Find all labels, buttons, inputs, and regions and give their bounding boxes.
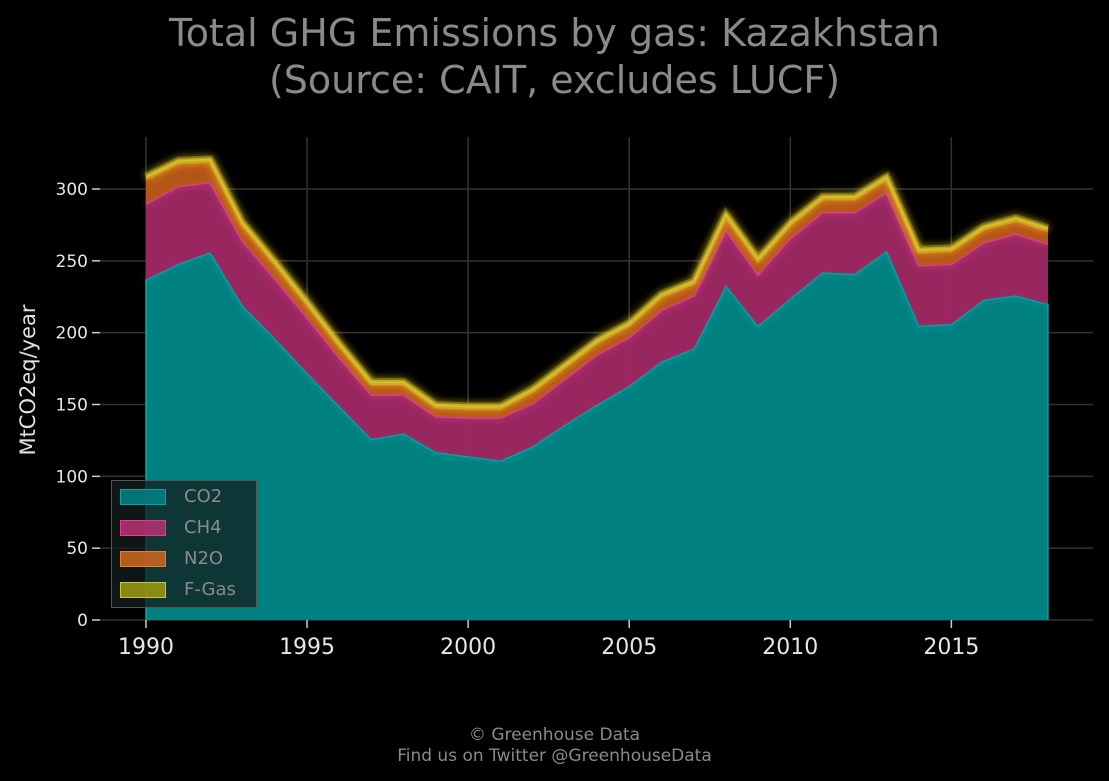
y-tick-label-100: 100: [56, 467, 88, 487]
chart-title-line-2: (Source: CAIT, excludes LUCF): [268, 58, 841, 102]
y-tick-label-50: 50: [66, 539, 88, 559]
area-co2: [146, 250, 1048, 621]
legend-swatch-co2: [120, 489, 166, 505]
legend-label-co2: CO2: [184, 486, 223, 507]
axes: 0 50 100 150 200 250 300 1990 1995 2000 2005 2010 20…: [56, 180, 980, 660]
x-tick-label-2010: 2010: [762, 635, 818, 660]
legend: CO2 CH4 N2O F-Gas: [111, 480, 257, 608]
y-tick-label-200: 200: [56, 324, 88, 344]
legend-swatch-n2o: [120, 551, 166, 567]
credit-line-1: © Greenhouse Data: [468, 725, 641, 745]
area-series: [144, 155, 1050, 621]
x-tick-label-2000: 2000: [440, 635, 496, 660]
y-tick-label-250: 250: [56, 252, 88, 272]
x-tick-label-2005: 2005: [601, 635, 657, 660]
y-axis-label: MtCO2eq/year: [16, 304, 40, 456]
legend-swatch-ch4: [120, 520, 166, 536]
credit-line-2: Find us on Twitter @GreenhouseData: [397, 746, 712, 766]
x-tick-label-1990: 1990: [118, 635, 174, 660]
y-tick-label-300: 300: [56, 180, 88, 200]
area-ch4: [146, 181, 1048, 461]
y-tick-label-150: 150: [56, 396, 88, 416]
line-glow-fgas: [144, 155, 1050, 410]
x-tick-label-2015: 2015: [923, 635, 979, 660]
legend-label-n2o: N2O: [184, 548, 224, 569]
legend-label-fgas: F-Gas: [184, 579, 236, 600]
y-tick-label-0: 0: [77, 611, 88, 631]
legend-swatch-fgas: [120, 582, 166, 598]
x-tick-label-1995: 1995: [279, 635, 335, 660]
chart-title-line-1: Total GHG Emissions by gas: Kazakhstan: [168, 11, 941, 55]
legend-label-ch4: CH4: [184, 517, 222, 538]
